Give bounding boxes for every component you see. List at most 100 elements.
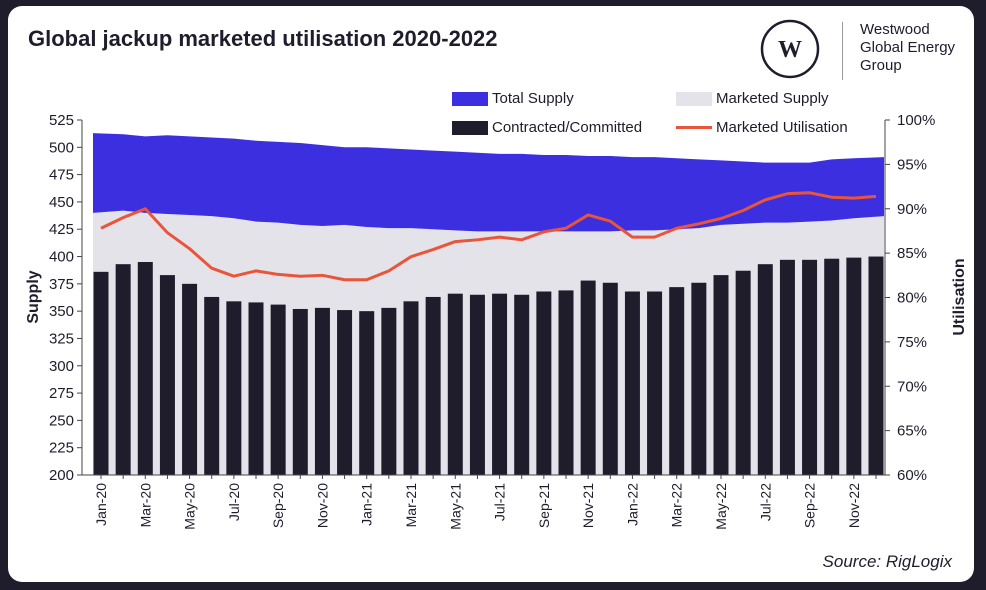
y-tick-label: 500 xyxy=(49,139,74,156)
contracted-bar xyxy=(270,304,286,475)
contracted-bar xyxy=(469,294,485,475)
y-tick-label: 475 xyxy=(49,167,74,184)
x-tick-label: Jan-20 xyxy=(93,483,109,526)
y2-tick-label: 90% xyxy=(897,201,927,218)
contracted-bar xyxy=(93,271,109,475)
x-tick-label: Jul-21 xyxy=(492,483,508,521)
contracted-bar xyxy=(381,307,397,475)
contracted-bar xyxy=(824,258,840,475)
logo-text: Westwood Global Energy Group xyxy=(860,21,955,75)
contracted-bar xyxy=(403,301,419,475)
y2-tick-label: 70% xyxy=(897,378,927,395)
x-tick-label: Nov-20 xyxy=(314,483,330,528)
utilisation-line xyxy=(100,191,877,282)
legend-contracted: Contracted/Committed xyxy=(452,119,642,136)
x-tick-label: Nov-21 xyxy=(580,483,596,528)
x-tick-label: May-20 xyxy=(182,483,198,530)
x-tick-label: Jan-21 xyxy=(359,483,375,526)
x-tick-label: Mar-20 xyxy=(137,483,153,528)
x-tick-label: Jul-22 xyxy=(757,483,773,521)
contracted-bar xyxy=(314,307,330,475)
y2-tick-label: 75% xyxy=(897,334,927,351)
y-tick-label: 250 xyxy=(49,412,74,429)
contracted-bar xyxy=(602,282,618,475)
contracted-bar xyxy=(558,290,574,475)
contracted-bar xyxy=(846,257,862,475)
x-tick-label: Mar-21 xyxy=(403,483,419,528)
contracted-bar xyxy=(159,275,175,475)
contracted-bar xyxy=(204,296,220,475)
y-tick-label: 400 xyxy=(49,249,74,266)
contracted-bar xyxy=(691,282,707,475)
x-tick-label: Sep-21 xyxy=(536,483,552,528)
contracted-bar xyxy=(226,301,242,475)
x-tick-label: Jul-20 xyxy=(226,483,242,521)
y-tick-label: 525 xyxy=(49,112,74,129)
contracted-bar xyxy=(580,280,596,475)
y-tick-label: 200 xyxy=(49,467,74,484)
y-tick-label: 450 xyxy=(49,194,74,211)
contracted-bar xyxy=(735,270,751,475)
logo-divider xyxy=(842,22,843,80)
contracted-bar xyxy=(115,264,131,475)
legend-swatch xyxy=(452,91,488,106)
logo-line: Group xyxy=(860,57,902,74)
legend-utilisation: Marketed Utilisation xyxy=(676,119,848,136)
legend-total-supply: Total Supply xyxy=(452,90,574,107)
contracted-bar xyxy=(647,291,663,475)
logo-line: Global Energy xyxy=(860,39,956,56)
contracted-bar xyxy=(292,308,308,475)
y-tick-label: 375 xyxy=(49,276,74,293)
contracted-bar xyxy=(137,262,153,475)
logo-line: Westwood xyxy=(860,21,930,38)
legend-swatch xyxy=(676,126,712,129)
contracted-bar xyxy=(669,287,685,475)
source-note: Source: RigLogix xyxy=(822,552,952,571)
contracted-bar xyxy=(492,293,508,475)
y-axis-label: Supply xyxy=(25,270,42,323)
legend-marketed-supply: Marketed Supply xyxy=(676,90,829,107)
contracted-bar xyxy=(182,283,198,475)
y2-tick-label: 95% xyxy=(897,156,927,173)
contracted-bar xyxy=(337,310,353,475)
x-tick-label: Nov-22 xyxy=(846,483,862,528)
x-tick-label: Sep-20 xyxy=(270,483,286,528)
total-supply-area xyxy=(93,133,884,232)
y-tick-label: 425 xyxy=(49,221,74,238)
x-tick-label: Jan-22 xyxy=(624,483,640,526)
contracted-bar xyxy=(536,291,552,475)
x-tick-label: May-21 xyxy=(447,483,463,530)
contracted-bar xyxy=(779,259,795,475)
y-tick-label: 350 xyxy=(49,303,74,320)
y2-tick-label: 65% xyxy=(897,423,927,440)
contracted-bar xyxy=(425,296,441,475)
y-tick-label: 225 xyxy=(49,440,74,457)
y2-tick-label: 85% xyxy=(897,245,927,262)
x-tick-label: May-22 xyxy=(713,483,729,530)
y-tick-label: 300 xyxy=(49,358,74,375)
contracted-bar xyxy=(757,264,773,475)
contracted-bar xyxy=(514,294,530,475)
y2-tick-label: 100% xyxy=(897,112,935,129)
y-tick-label: 275 xyxy=(49,385,74,402)
y2-axis-label: Utilisation xyxy=(951,258,968,335)
y2-tick-label: 80% xyxy=(897,290,927,307)
legend-label: Contracted/Committed xyxy=(492,119,643,136)
contracted-bar xyxy=(447,293,463,475)
legend-label: Marketed Supply xyxy=(716,90,829,107)
contracted-bar xyxy=(713,275,729,475)
logo-circle xyxy=(760,19,820,79)
legend-swatch xyxy=(452,120,488,135)
legend-swatch xyxy=(676,91,712,106)
logo-letter: W xyxy=(778,37,802,63)
contracted-bar xyxy=(624,291,640,475)
contracted-bar xyxy=(802,259,818,475)
chart-title: Global jackup marketed utilisation 2020-… xyxy=(28,26,498,51)
legend-label: Marketed Utilisation xyxy=(716,119,848,136)
x-tick-label: Sep-22 xyxy=(802,483,818,528)
contracted-bar xyxy=(359,311,375,475)
contracted-bar xyxy=(248,302,264,475)
legend-label: Total Supply xyxy=(492,90,574,107)
y2-tick-label: 60% xyxy=(897,467,927,484)
